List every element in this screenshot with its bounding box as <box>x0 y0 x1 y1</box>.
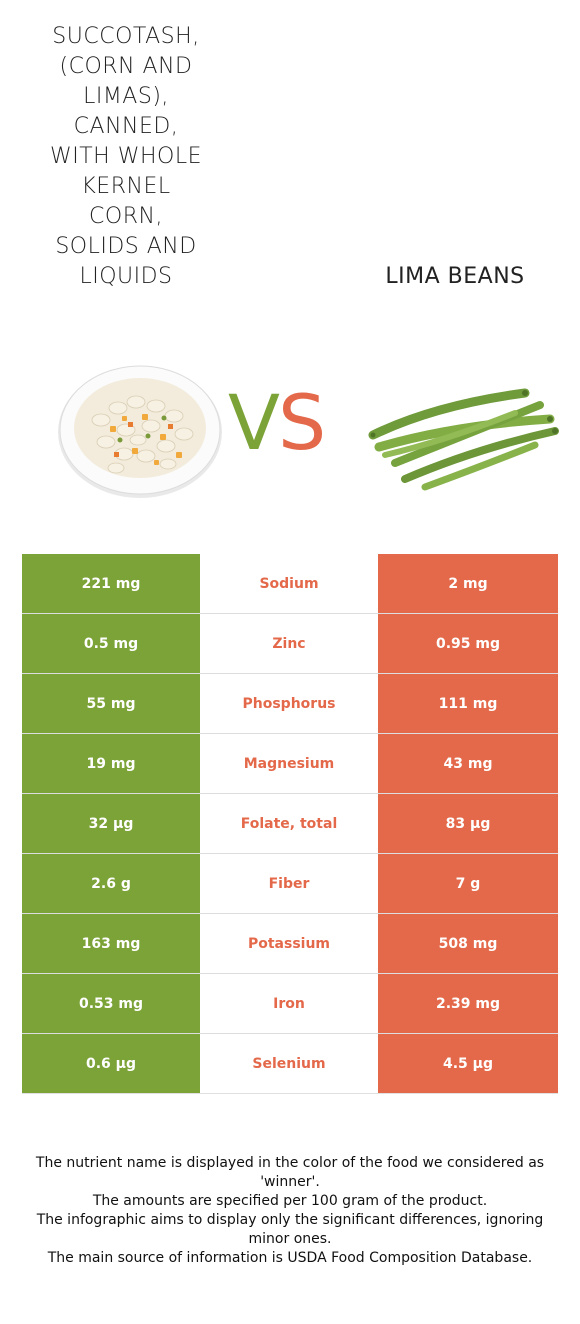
table-row: 221 mg Sodium 2 mg <box>22 554 558 614</box>
green-beans-icon <box>368 388 559 491</box>
left-food-title: Succotash, (corn and limas), canned, wit… <box>20 22 232 292</box>
right-value-cell: 2 mg <box>378 554 558 613</box>
nutrient-name-cell: Magnesium <box>200 734 378 793</box>
right-value-cell: 4.5 µg <box>378 1034 558 1093</box>
left-value-cell: 163 mg <box>22 914 200 973</box>
nutrient-name-cell: Iron <box>200 974 378 1033</box>
nutrient-name-cell: Folate, total <box>200 794 378 853</box>
vs-s-letter: S <box>278 378 326 467</box>
left-food-title-line: solids and <box>55 234 197 259</box>
table-row: 19 mg Magnesium 43 mg <box>22 734 558 794</box>
left-value-cell: 55 mg <box>22 674 200 733</box>
footer-note: The infographic aims to display only the… <box>36 1212 544 1247</box>
table-row: 163 mg Potassium 508 mg <box>22 914 558 974</box>
table-row: 0.6 µg Selenium 4.5 µg <box>22 1034 558 1094</box>
table-row: 0.53 mg Iron 2.39 mg <box>22 974 558 1034</box>
right-value-cell: 43 mg <box>378 734 558 793</box>
left-value-cell: 2.6 g <box>22 854 200 913</box>
nutrient-name-cell: Selenium <box>200 1034 378 1093</box>
nutrient-comparison-table: 221 mg Sodium 2 mg 0.5 mg Zinc 0.95 mg 55 mg Ph… <box>22 554 558 1094</box>
right-value-cell: 111 mg <box>378 674 558 733</box>
right-value-cell: 508 mg <box>378 914 558 973</box>
right-food-title: Lima beans <box>385 264 525 289</box>
footer-notes: The nutrient name is displayed in the co… <box>30 1154 550 1268</box>
right-value-cell: 7 g <box>378 854 558 913</box>
right-value-cell: 0.95 mg <box>378 614 558 673</box>
left-food-title-line: canned, <box>73 114 179 139</box>
right-value-cell: 83 µg <box>378 794 558 853</box>
left-food-title-line: Succotash, <box>52 24 200 49</box>
vs-label: VS <box>228 378 348 468</box>
nutrient-name-cell: Fiber <box>200 854 378 913</box>
right-value-cell: 2.39 mg <box>378 974 558 1033</box>
table-row: 55 mg Phosphorus 111 mg <box>22 674 558 734</box>
succotash-plate-icon <box>58 365 222 498</box>
left-value-cell: 0.6 µg <box>22 1034 200 1093</box>
left-food-title-line: corn, <box>89 204 163 229</box>
table-row: 0.5 mg Zinc 0.95 mg <box>22 614 558 674</box>
nutrient-name-cell: Zinc <box>200 614 378 673</box>
left-food-title-line: kernel <box>81 174 171 199</box>
footer-note: The amounts are specified per 100 gram o… <box>92 1193 488 1209</box>
left-food-title-line: (corn and <box>59 54 193 79</box>
nutrient-name-cell: Potassium <box>200 914 378 973</box>
footer-note: The nutrient name is displayed in the co… <box>35 1155 545 1190</box>
left-value-cell: 221 mg <box>22 554 200 613</box>
left-value-cell: 32 µg <box>22 794 200 853</box>
table-row: 2.6 g Fiber 7 g <box>22 854 558 914</box>
left-food-title-line: liquids <box>79 264 173 289</box>
left-value-cell: 19 mg <box>22 734 200 793</box>
nutrient-name-cell: Phosphorus <box>200 674 378 733</box>
left-food-title-line: limas), <box>83 84 169 109</box>
table-row: 32 µg Folate, total 83 µg <box>22 794 558 854</box>
left-value-cell: 0.5 mg <box>22 614 200 673</box>
nutrient-name-cell: Sodium <box>200 554 378 613</box>
left-food-title-line: with whole <box>50 144 202 169</box>
left-value-cell: 0.53 mg <box>22 974 200 1033</box>
vs-v-letter: V <box>228 378 280 467</box>
footer-note: The main source of information is USDA F… <box>47 1250 533 1266</box>
